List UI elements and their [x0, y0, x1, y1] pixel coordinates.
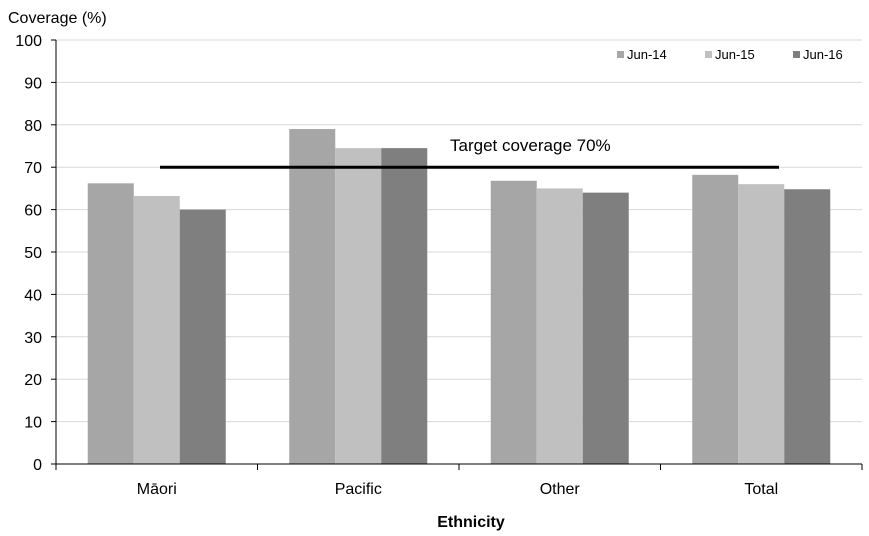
bar-jun-16-1: [179, 209, 226, 464]
y-tick-label: 0: [33, 457, 42, 474]
legend-swatch-jun-16: [793, 51, 800, 58]
bar-jun-15-1: [133, 196, 180, 465]
target-line-group: Target coverage 70%: [160, 136, 779, 169]
legend-label-jun-14: Jun-14: [627, 47, 667, 62]
y-tick-label: 80: [24, 118, 42, 135]
y-tick-label: 20: [24, 372, 42, 389]
x-axis-ticks: Māori Pacific Other Total: [137, 481, 778, 498]
x-tick-label: Other: [540, 481, 581, 498]
bar-jun-15-3: [536, 188, 583, 464]
bar-jun-15-4: [738, 184, 785, 464]
y-tick-label: 70: [24, 160, 42, 177]
y-tick-label: 50: [24, 245, 42, 262]
y-tick-label: 100: [15, 33, 42, 50]
bar-jun-14-3: [490, 180, 537, 464]
y-tick-label: 30: [24, 330, 42, 347]
legend-swatch-jun-14: [617, 51, 624, 58]
y-tick-label: 60: [24, 203, 42, 220]
axes: [55, 40, 863, 470]
y-axis-title: Coverage (%): [8, 10, 107, 27]
legend-label-jun-15: Jun-15: [715, 47, 755, 62]
legend-label-jun-16: Jun-16: [803, 47, 843, 62]
y-tick-label: 90: [24, 75, 42, 92]
legend: Jun-14 Jun-15 Jun-16: [617, 47, 843, 62]
x-tick-label: Total: [744, 481, 778, 498]
x-axis-title: Ethnicity: [437, 514, 505, 531]
x-tick-label: Pacific: [335, 481, 382, 498]
y-tick-label: 10: [24, 415, 42, 432]
legend-swatch-jun-15: [705, 51, 712, 58]
bar-jun-16-3: [582, 192, 629, 464]
bar-jun-16-2: [381, 148, 428, 464]
bar-jun-14-2: [289, 129, 336, 465]
bar-jun-14-4: [692, 174, 739, 464]
y-axis-ticks: 0 10 20 30 40 50 60 70 80 90 100: [15, 33, 56, 474]
bars: [87, 129, 831, 465]
target-label: Target coverage 70%: [450, 136, 611, 155]
y-tick-label: 40: [24, 287, 42, 304]
bar-jun-15-2: [335, 148, 382, 464]
bar-jun-14-1: [87, 183, 134, 464]
x-tick-label: Māori: [137, 481, 177, 498]
bar-jun-16-4: [784, 189, 831, 465]
